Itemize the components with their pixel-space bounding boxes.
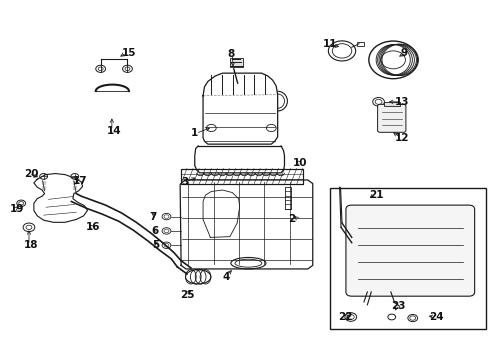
Text: 14: 14 <box>107 126 122 135</box>
Text: 2: 2 <box>288 215 295 224</box>
Text: 22: 22 <box>337 312 352 322</box>
Bar <box>383 102 399 106</box>
Text: 25: 25 <box>180 291 194 301</box>
Text: 17: 17 <box>73 176 87 186</box>
Text: 5: 5 <box>152 240 159 250</box>
Bar <box>329 188 485 329</box>
Text: 21: 21 <box>368 190 383 200</box>
Bar <box>229 58 242 67</box>
Text: 18: 18 <box>24 240 39 250</box>
Text: 11: 11 <box>322 40 336 49</box>
Text: 4: 4 <box>222 272 229 282</box>
Text: 1: 1 <box>190 129 198 138</box>
Text: 10: 10 <box>293 158 307 168</box>
Text: 3: 3 <box>181 177 188 187</box>
Text: 20: 20 <box>24 168 39 179</box>
Text: 6: 6 <box>151 226 158 236</box>
Text: 24: 24 <box>428 312 443 322</box>
Bar <box>181 168 303 184</box>
Text: 23: 23 <box>390 301 405 311</box>
Text: 8: 8 <box>227 49 234 59</box>
Text: 12: 12 <box>394 133 408 143</box>
Bar <box>356 42 363 45</box>
Bar <box>181 168 303 184</box>
Text: 19: 19 <box>9 204 24 215</box>
Text: 13: 13 <box>394 97 408 107</box>
FancyBboxPatch shape <box>377 104 405 132</box>
FancyBboxPatch shape <box>345 205 474 296</box>
Text: 15: 15 <box>122 48 136 58</box>
Text: 16: 16 <box>86 222 101 232</box>
Text: 9: 9 <box>400 48 407 58</box>
Text: 7: 7 <box>149 212 157 221</box>
